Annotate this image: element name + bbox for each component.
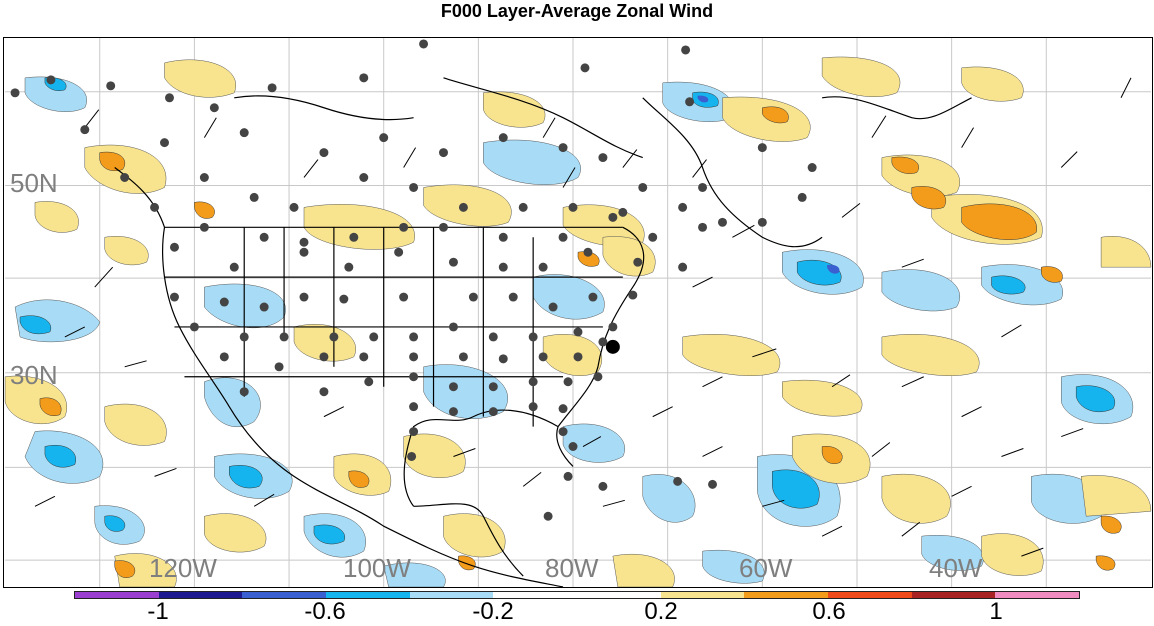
colorbar-label-06: 0.6 <box>812 598 846 625</box>
colorbar-swatch <box>326 592 410 598</box>
very-strong-negative-wind-fill <box>697 95 840 274</box>
coastlines-borders <box>114 77 972 587</box>
strong-positive-wind-fill <box>39 106 1122 578</box>
colorbar-swatch <box>75 592 159 598</box>
zonal-wind-map <box>4 38 1152 587</box>
lat-label-30n: 30N <box>10 360 58 390</box>
colorbar <box>74 591 1080 599</box>
colorbar-label-02: 0.2 <box>644 598 678 625</box>
colorbar-swatch <box>828 592 912 598</box>
colorbar-swatch <box>995 592 1080 598</box>
colorbar-label-neg02: -0.2 <box>472 598 514 625</box>
observation-stations <box>10 39 817 521</box>
map-title: F000 Layer-Average Zonal Wind <box>440 1 714 21</box>
colorbar-swatch <box>577 592 661 598</box>
colorbar-swatch <box>158 592 243 598</box>
colorbar-label-1: 1 <box>989 598 1003 625</box>
map-panel[interactable]: 50N 30N <box>3 37 1153 588</box>
lon-label-60w: 60W <box>739 553 793 583</box>
lon-label-100w: 100W <box>343 553 411 583</box>
colorbar-swatch <box>242 592 327 598</box>
colorbar-swatch <box>660 592 745 598</box>
highlight-marker <box>605 339 620 354</box>
colorbar-swatch <box>744 592 829 598</box>
wind-barbs <box>34 77 1132 557</box>
lon-label-120w: 120W <box>149 553 217 583</box>
colorbar-swatch <box>911 592 996 598</box>
lon-label-40w: 40W <box>929 553 983 583</box>
colorbar-swatch <box>409 592 494 598</box>
colorbar-label-neg06: -0.6 <box>304 598 346 625</box>
lon-label-80w: 80W <box>545 553 599 583</box>
lat-label-50n: 50N <box>10 168 58 198</box>
colorbar-swatch <box>493 592 578 598</box>
colorbar-label-neg1: -1 <box>147 598 169 625</box>
